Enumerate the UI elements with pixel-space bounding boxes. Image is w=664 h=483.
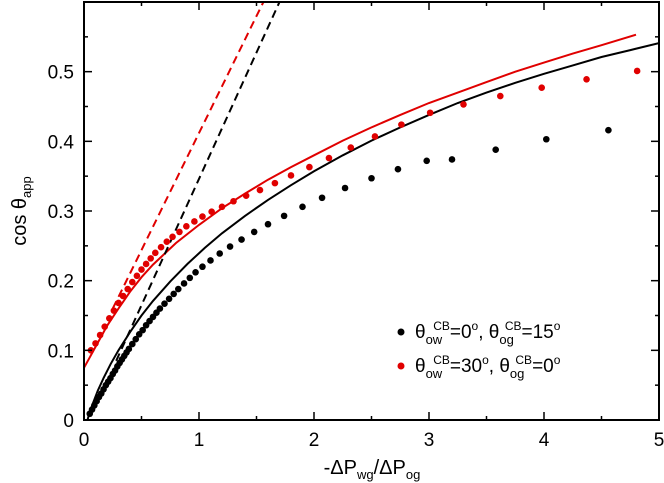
data-point-s1-15: [157, 243, 165, 251]
data-point-s1-29: [306, 163, 313, 171]
y-tick-label: 0.2: [48, 272, 74, 293]
data-point-s0-48: [448, 156, 456, 163]
data-point-s1-1: [92, 340, 99, 347]
legend-label: θowCB=0o, θogCB=15o: [415, 319, 561, 347]
data-point-s0-19: [132, 335, 140, 343]
data-point-s0-50: [543, 135, 550, 143]
data-point-s1-7: [119, 292, 127, 300]
x-axis-title: -ΔPwg/ΔPog: [324, 457, 421, 482]
data-point-s0-39: [250, 228, 258, 236]
data-point-s0-47: [423, 157, 431, 165]
solid-curve-3: [84, 33, 637, 369]
y-tick-label: 0.3: [48, 202, 74, 223]
data-point-s1-35: [460, 101, 467, 108]
data-point-s1-31: [347, 144, 355, 151]
data-point-s1-30: [325, 154, 333, 162]
data-point-s1-14: [152, 249, 159, 257]
data-point-s0-21: [139, 326, 146, 334]
data-point-s1-3: [101, 323, 108, 330]
data-point-s0-41: [280, 212, 288, 220]
data-point-s0-27: [161, 300, 168, 307]
x-tick-label: 5: [654, 430, 664, 451]
x-tick-label: 4: [539, 430, 550, 451]
data-point-s0-44: [341, 184, 349, 192]
y-tick-label: 0.4: [48, 132, 75, 153]
data-point-s0-30: [175, 285, 182, 293]
data-point-s1-34: [426, 109, 434, 117]
data-point-s1-19: [183, 223, 190, 230]
data-point-s0-42: [299, 203, 306, 211]
data-point-s1-21: [199, 213, 206, 220]
data-point-s1-18: [176, 228, 183, 236]
data-point-s0-18: [129, 340, 136, 348]
data-point-s1-37: [538, 84, 545, 91]
data-point-s0-45: [368, 174, 375, 182]
legend: θowCB=0o, θogCB=15o θowCB=30o, θogCB=0o: [397, 319, 561, 381]
x-tick-label: 3: [424, 430, 435, 451]
data-point-s0-28: [165, 295, 173, 303]
data-point-s1-39: [633, 67, 641, 75]
data-point-s0-33: [192, 269, 199, 276]
dashed-line-4: [115, 2, 281, 362]
y-tick-label: 0.5: [48, 63, 74, 84]
data-point-s0-17: [125, 345, 133, 353]
data-point-s0-37: [226, 243, 234, 250]
data-point-s0-29: [170, 290, 177, 298]
data-point-s0-26: [156, 305, 164, 312]
x-tick-label: 2: [309, 430, 320, 451]
data-point-s1-25: [242, 192, 250, 199]
data-point-s1-24: [230, 197, 237, 205]
data-point-s1-11: [138, 266, 145, 273]
data-point-s1-26: [256, 186, 264, 194]
data-point-s0-36: [216, 250, 223, 257]
data-point-s0-49: [492, 146, 500, 153]
data-point-s1-12: [142, 260, 150, 268]
data-point-s0-46: [394, 165, 402, 173]
data-point-s1-38: [583, 76, 590, 83]
data-point-s1-2: [96, 331, 104, 339]
data-point-s1-4: [106, 314, 113, 322]
data-points: [86, 67, 641, 418]
data-point-s1-33: [398, 121, 405, 128]
data-point-s0-35: [207, 257, 214, 264]
solid-curve-2: [86, 42, 659, 420]
legend-marker: [397, 362, 405, 370]
y-tick-label: 0.1: [48, 341, 74, 362]
data-point-s1-20: [191, 218, 198, 225]
data-point-s1-17: [169, 233, 176, 241]
tick-labels: 0 1 2 3 4 5 0 0.1 0.2 0.3 0.4 0.5: [48, 63, 664, 451]
dashed-line-5: [111, 2, 265, 309]
axis-ticks: [83, 2, 660, 421]
data-point-s0-43: [318, 194, 326, 202]
legend-marker: [397, 328, 405, 336]
data-point-s1-27: [271, 179, 279, 187]
data-point-s1-22: [208, 208, 215, 215]
data-point-s1-32: [371, 133, 379, 140]
data-point-s1-6: [115, 299, 122, 307]
data-point-s1-28: [287, 172, 295, 179]
data-point-s1-10: [133, 272, 141, 280]
data-point-s1-23: [218, 203, 226, 211]
data-point-s0-34: [199, 263, 206, 271]
data-point-s1-16: [163, 238, 171, 245]
data-point-s0-31: [180, 280, 188, 287]
data-point-s0-38: [238, 236, 245, 243]
data-point-s0-51: [605, 126, 612, 134]
data-point-s1-9: [129, 278, 136, 286]
data-point-s1-5: [110, 307, 118, 314]
y-axis-title: cos θapp: [9, 176, 34, 246]
data-point-s0-32: [186, 274, 194, 282]
curves: [84, 2, 659, 420]
legend-label: θowCB=30o, θogCB=0o: [415, 353, 561, 381]
y-tick-label: 0: [63, 411, 74, 432]
data-point-s1-8: [124, 285, 131, 293]
data-point-s0-40: [264, 220, 272, 228]
data-point-s1-36: [497, 92, 504, 100]
data-point-s1-13: [147, 255, 154, 262]
x-tick-label: 1: [194, 430, 205, 451]
x-tick-label: 0: [79, 430, 90, 451]
